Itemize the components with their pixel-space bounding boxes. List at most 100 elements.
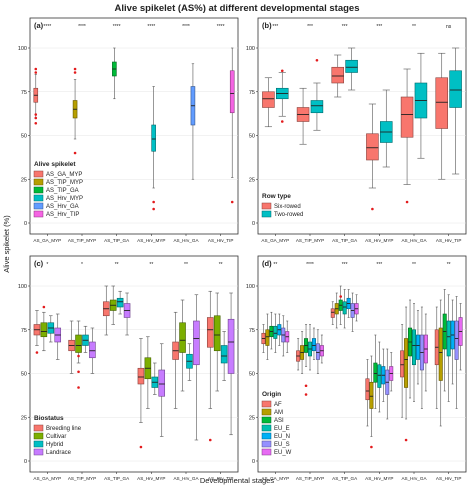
box-iqr: [213, 315, 221, 352]
box-iqr: [330, 308, 335, 318]
legend-label: AS_TIP_MYP: [46, 180, 83, 186]
legend-label: EU_N: [274, 434, 290, 440]
outlier-point: [77, 370, 80, 374]
box-iqr: [158, 369, 166, 397]
legend-label: Two-rowed: [274, 212, 303, 218]
outlier-point: [339, 295, 343, 298]
x-tick-label: AS_GA_MYP: [33, 476, 61, 481]
box-iqr: [411, 329, 417, 366]
significance-label: ****: [182, 24, 190, 30]
legend-label: AS_TIP_GA: [46, 188, 79, 194]
legend-label: Hybrid: [46, 442, 63, 448]
outlier-point: [404, 438, 408, 442]
outlier-point: [230, 200, 234, 204]
x-tick-label: AS_Hrv_MYP: [137, 238, 165, 243]
box-iqr: [137, 367, 145, 385]
x-tick-label: AS_Hrv_TIP: [436, 238, 462, 243]
box-iqr: [342, 301, 347, 315]
y-tick-label: 25: [249, 177, 255, 183]
significance-label: ****: [43, 24, 51, 30]
legend-label: AS_Hrv_GA: [46, 204, 79, 210]
x-tick-label: AS_TIP_MYP: [68, 476, 96, 481]
significance-label: ***: [272, 24, 278, 30]
legend-swatch: [261, 424, 272, 432]
x-tick-label: AS_TIP_GA: [332, 238, 358, 243]
box-iqr: [315, 343, 320, 360]
significance-label: **: [273, 262, 277, 268]
box-iqr: [273, 325, 278, 339]
significance-label: ***: [342, 24, 348, 30]
x-tick-label: AS_TIP_MYP: [296, 476, 324, 481]
legend-swatch: [33, 202, 44, 210]
box-iqr: [116, 297, 124, 308]
x-tick-label: AS_Hrv_MYP: [365, 476, 393, 481]
legend-label: EU_E: [274, 426, 290, 432]
box-iqr: [449, 70, 462, 108]
x-tick-label: AS_Hrv_GA: [401, 476, 427, 481]
significance-label: **: [184, 262, 188, 268]
legend-swatch: [33, 210, 44, 218]
y-tick-label: 0: [24, 221, 27, 227]
plot-frame: [257, 255, 467, 473]
outlier-point: [405, 200, 409, 204]
significance-label: ****: [113, 24, 121, 30]
box-iqr: [227, 318, 235, 374]
outlier-point: [73, 67, 77, 71]
legend-label: EU_W: [274, 450, 292, 456]
outlier-point: [152, 200, 155, 204]
legend-label: AF: [274, 402, 282, 408]
box-iqr: [435, 77, 448, 129]
y-tick-label: 25: [21, 415, 27, 421]
box-iqr: [331, 66, 344, 84]
significance-label: *: [46, 262, 48, 268]
y-tick-label: 0: [252, 459, 255, 465]
box-iqr: [311, 338, 316, 352]
significance-label: ***: [342, 262, 348, 268]
outlier-point: [304, 393, 308, 396]
outlier-point: [34, 71, 38, 74]
box-iqr: [220, 345, 228, 364]
x-tick-label: AS_TIP_MYP: [296, 238, 324, 243]
panel-d: 0255075100(d)AS_GA_MYP**AS_TIP_MYP****AS…: [246, 255, 467, 481]
y-axis-label: Alive spikelet (%): [2, 215, 11, 273]
legend-title: Row type: [262, 193, 291, 200]
x-tick-label: AS_Hrv_GA: [173, 238, 199, 243]
y-tick-label: 50: [21, 372, 27, 378]
legend-label: AS_GA_MYP: [46, 172, 82, 178]
box-iqr: [438, 327, 443, 381]
panel-letter: (b): [262, 21, 272, 30]
legend-swatch: [33, 178, 44, 186]
legend-swatch: [261, 210, 272, 218]
legend-title: Biostatus: [34, 415, 64, 422]
significance-label: **: [412, 24, 416, 30]
y-tick-label: 0: [252, 221, 255, 227]
legend-label: Cultivar: [46, 434, 66, 440]
x-tick-label: AS_GA_MYP: [261, 238, 289, 243]
box-iqr: [89, 341, 96, 359]
legend-swatch: [261, 416, 272, 424]
legend-swatch: [33, 432, 44, 440]
outlier-point: [77, 354, 80, 358]
y-tick-label: 25: [249, 415, 255, 421]
significance-label: ****: [217, 24, 225, 30]
x-tick-label: AS_TIP_GA: [104, 238, 130, 243]
significance-label: **: [219, 262, 223, 268]
legend-swatch: [261, 408, 272, 416]
significance-label: **: [149, 262, 153, 268]
legend-swatch: [261, 400, 272, 408]
outlier-point: [34, 116, 38, 120]
significance-label: ****: [306, 262, 314, 268]
legend-label: AS_Hrv_TIP: [46, 212, 79, 218]
y-tick-label: 50: [249, 134, 255, 140]
outlier-point: [371, 207, 374, 211]
legend-swatch: [261, 202, 272, 210]
plot-frame: [29, 17, 239, 235]
y-tick-label: 100: [18, 284, 27, 290]
y-tick-label: 100: [18, 46, 27, 52]
x-tick-label: AS_Hrv_TIP: [208, 238, 234, 243]
x-tick-label: AS_Hrv_TIP: [436, 476, 462, 481]
box-iqr: [40, 322, 48, 338]
significance-label: **: [447, 262, 451, 268]
y-tick-label: 50: [21, 134, 27, 140]
x-tick-label: AS_Hrv_GA: [401, 238, 427, 243]
